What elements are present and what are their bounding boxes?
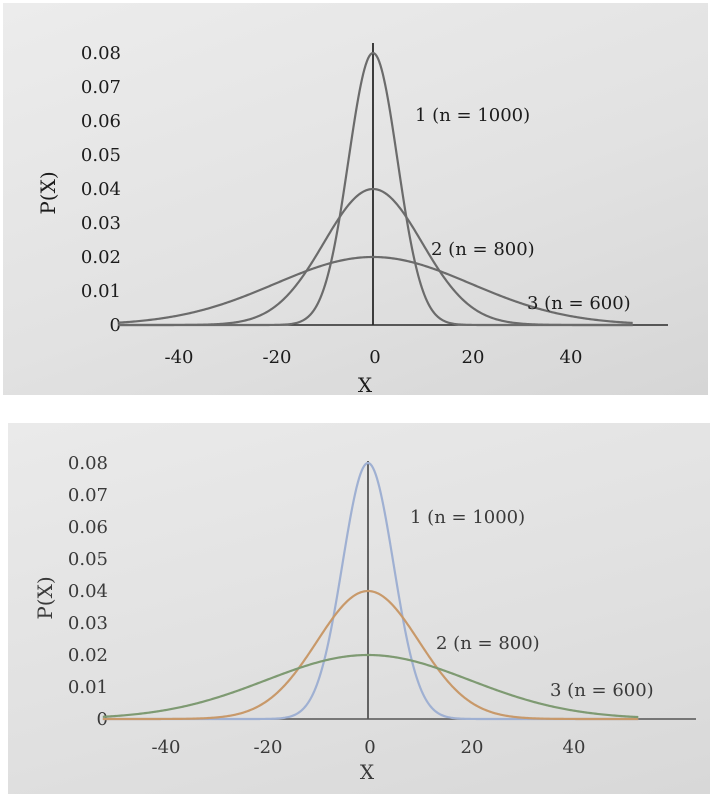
y-tick-label: 0.07 <box>68 485 108 506</box>
y-tick-label: 0.08 <box>68 453 108 474</box>
y-tick-label: 0.02 <box>81 247 121 268</box>
y-axis-label: P(X) <box>33 576 57 619</box>
x-axis-label: X <box>360 760 375 784</box>
y-tick-label: 0.08 <box>81 43 121 64</box>
series-curve-3 <box>118 255 633 325</box>
x-tick-label: -20 <box>263 347 292 368</box>
y-tick-label: 0.01 <box>81 281 121 302</box>
x-tick-label: 0 <box>364 737 375 758</box>
y-tick-label: 0.04 <box>81 179 121 200</box>
x-tick-label: -20 <box>254 737 283 758</box>
y-axis-label: P(X) <box>36 171 60 214</box>
series-curve-2 <box>102 589 639 721</box>
y-tick-label: 0 <box>110 315 121 336</box>
series-label-2: 2 (n = 800) <box>431 239 535 260</box>
chart-top: 0 0.01 0.02 0.03 0.04 0.05 0.06 0.07 0.08 -40 -20 0… <box>36 43 668 395</box>
series-label-3: 3 (n = 600) <box>527 293 631 314</box>
y-tick-label: 0.06 <box>81 111 121 132</box>
y-tick-label: 0.05 <box>81 145 121 166</box>
x-tick-label: 0 <box>369 347 380 368</box>
x-tick-label: 20 <box>461 737 484 758</box>
chart-panel-bottom: 0 0.01 0.02 0.03 0.04 0.05 0.06 0.07 0.08 -40 -20 0… <box>8 423 710 794</box>
y-tick-label: 0.05 <box>68 549 108 570</box>
series-label-1: 1 (n = 1000) <box>410 507 525 528</box>
chart-panel-top: 0 0.01 0.02 0.03 0.04 0.05 0.06 0.07 0.08 -40 -20 0… <box>3 3 708 395</box>
series-label-3: 3 (n = 600) <box>550 680 654 701</box>
x-tick-label: 40 <box>563 737 586 758</box>
series-curve-3 <box>102 653 639 719</box>
chart-bottom: 0 0.01 0.02 0.03 0.04 0.05 0.06 0.07 0.08 -40 -20 0… <box>33 453 696 784</box>
x-tick-label: 20 <box>462 347 485 368</box>
x-tick-label: 40 <box>560 347 583 368</box>
y-tick-label: 0.07 <box>81 77 121 98</box>
y-tick-label: 0.02 <box>68 645 108 666</box>
x-tick-label: -40 <box>152 737 181 758</box>
x-axis-label: X <box>358 373 373 395</box>
y-tick-label: 0.03 <box>68 613 108 634</box>
x-tick-label: -40 <box>165 347 194 368</box>
series-curve-2 <box>118 187 633 327</box>
series-label-1: 1 (n = 1000) <box>415 105 530 126</box>
y-tick-label: 0 <box>97 709 108 730</box>
y-tick-label: 0.01 <box>68 677 108 698</box>
y-tick-label: 0.04 <box>68 581 108 602</box>
y-tick-label: 0.06 <box>68 517 108 538</box>
series-label-2: 2 (n = 800) <box>436 633 540 654</box>
y-tick-label: 0.03 <box>81 213 121 234</box>
